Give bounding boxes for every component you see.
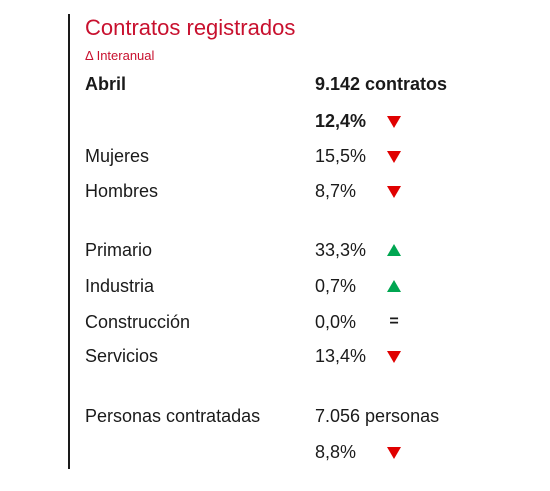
sector-label-primario: Primario bbox=[85, 240, 153, 260]
equal-symbol: = bbox=[389, 313, 399, 330]
trend-down-icon bbox=[385, 345, 403, 367]
trend-down-icon bbox=[385, 145, 403, 167]
persons-label: Personas contratadas bbox=[85, 406, 261, 426]
sector-value-construccion: 0,0% bbox=[315, 312, 357, 332]
sector-value-industria: 0,7% bbox=[315, 276, 357, 296]
sector-value-primario: 33,3% bbox=[315, 240, 367, 260]
trend-down-icon bbox=[385, 441, 403, 463]
card-title: Contratos registrados bbox=[85, 15, 296, 40]
sector-label-industria: Industria bbox=[85, 276, 155, 296]
gender-value-mujeres: 15,5% bbox=[315, 146, 367, 166]
trend-equal-icon: = bbox=[385, 311, 403, 333]
month-label: Abril bbox=[85, 74, 127, 94]
gender-value-hombres: 8,7% bbox=[315, 181, 357, 201]
sector-value-servicios: 13,4% bbox=[315, 346, 367, 366]
gender-label-hombres: Hombres bbox=[85, 181, 159, 201]
trend-down-icon bbox=[385, 110, 403, 132]
sector-label-servicios: Servicios bbox=[85, 346, 159, 366]
sector-label-construccion: Construcción bbox=[85, 312, 191, 332]
trend-up-icon bbox=[385, 275, 403, 297]
gender-label-mujeres: Mujeres bbox=[85, 146, 150, 166]
trend-up-icon bbox=[385, 239, 403, 261]
card-subtitle: Δ Interanual bbox=[85, 48, 155, 63]
total-change-value: 12,4% bbox=[315, 111, 367, 131]
trend-down-icon bbox=[385, 180, 403, 202]
month-value: 9.142 contratos bbox=[315, 74, 448, 94]
persons-value: 7.056 personas bbox=[315, 406, 440, 426]
left-divider bbox=[68, 14, 70, 469]
persons-change-value: 8,8% bbox=[315, 442, 357, 462]
